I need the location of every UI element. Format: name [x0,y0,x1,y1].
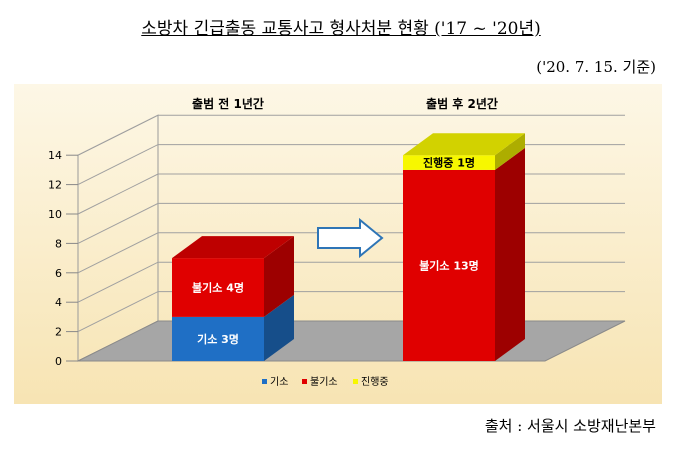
legend-label: 기소 [270,376,288,388]
bar-side [264,294,294,361]
transition-arrow [317,217,384,259]
legend-label: 진행중 [361,376,389,388]
bar-side [264,236,294,317]
legend-item: 불기소 [302,376,338,388]
category-label: 출범 후 2년간 [426,96,498,111]
legend-swatch [262,379,267,384]
data-label: 불기소 13명 [419,258,479,272]
data-label: 진행중 1명 [423,156,475,170]
legend-label: 불기소 [310,376,338,388]
bar-top [172,236,294,259]
bar-segment-불기소: 불기소 13명 [403,147,525,361]
bar-front [172,316,264,361]
legend-item: 기소 [262,376,288,388]
legend-swatch [353,379,358,384]
bar-segment-기소: 기소 3명 [172,294,294,361]
bar-side [495,147,525,361]
bar-front [403,155,495,170]
bar-top [403,133,525,156]
chart-floor [77,320,626,362]
bar-side [495,133,525,170]
source-note: 출처 : 서울시 소방재난본부 [484,417,656,435]
page-title: 소방차 긴급출동 교통사고 형사처분 현황 ('17 ~ '20년) [141,19,541,39]
y-tick-label: 6 [55,267,62,280]
y-tick-label: 8 [55,237,62,250]
bar-front [403,169,495,361]
data-label: 불기소 4명 [192,281,244,295]
data-label: 기소 3명 [197,332,239,346]
legend-item: 진행중 [353,376,389,388]
bar-segment-진행중: 진행중 1명 [403,133,525,170]
y-tick-label: 10 [48,208,62,221]
bar-segment-불기소: 불기소 4명 [172,236,294,317]
y-tick-label: 12 [48,179,62,192]
category-label: 출범 전 1년간 [192,96,264,111]
reference-date: ('20. 7. 15. 기준) [536,58,656,76]
y-tick-label: 0 [55,355,62,368]
bar-front [172,258,264,317]
gridline [77,114,625,156]
y-tick-label: 4 [55,296,62,309]
y-tick-label: 14 [48,149,62,162]
legend-swatch [302,379,307,384]
y-tick-label: 2 [55,326,62,339]
